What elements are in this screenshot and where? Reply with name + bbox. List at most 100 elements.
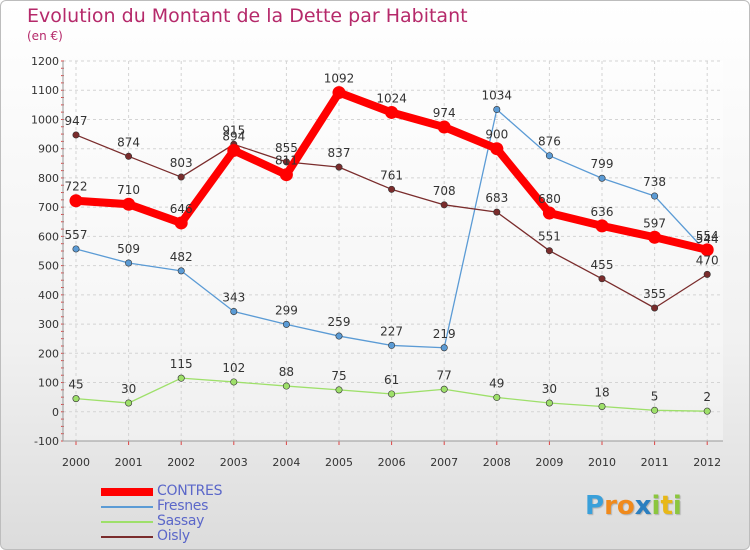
data-point-fresnes (335, 332, 343, 340)
data-label-sassay: 88 (279, 365, 294, 379)
data-label-sassay: 75 (331, 369, 346, 383)
data-label-oisly: 455 (591, 258, 614, 272)
data-label-fresnes: 557 (65, 228, 88, 242)
data-point-oisly (598, 275, 606, 283)
logo-letter: i (672, 491, 682, 521)
data-label-fresnes: 1034 (482, 89, 513, 103)
data-point-oisly (177, 173, 185, 181)
data-point-contres (69, 194, 83, 208)
data-label-contres: 680 (538, 192, 561, 206)
y-tick-label: 0 (52, 406, 59, 419)
data-point-oisly (440, 201, 448, 209)
data-label-fresnes: 509 (117, 242, 140, 256)
data-label-contres: 646 (170, 202, 193, 216)
data-label-oisly: 837 (328, 146, 351, 160)
data-point-contres (595, 219, 609, 233)
y-tick-label: 700 (38, 201, 59, 214)
data-label-contres: 710 (117, 183, 140, 197)
data-point-oisly (388, 185, 396, 193)
data-point-sassay (388, 390, 396, 398)
y-tick-label: 900 (38, 143, 59, 156)
data-point-contres (385, 105, 399, 119)
data-point-contres (437, 120, 451, 134)
data-point-sassay (703, 407, 711, 415)
data-label-contres: 636 (591, 205, 614, 219)
data-point-oisly (651, 304, 659, 312)
data-label-sassay: 18 (594, 386, 609, 400)
y-tick-label: 1200 (31, 55, 59, 68)
x-tick-label: 2000 (62, 456, 90, 469)
data-label-sassay: 61 (384, 373, 399, 387)
plot-area (63, 61, 723, 441)
data-label-oisly: 855 (275, 141, 298, 155)
data-point-contres (122, 197, 136, 211)
data-point-oisly (282, 158, 290, 166)
y-tick-label: 200 (38, 347, 59, 360)
data-point-oisly (493, 208, 501, 216)
data-point-contres (227, 143, 241, 157)
data-point-sassay (545, 399, 553, 407)
data-point-contres (700, 243, 714, 257)
legend-label: Sassay (157, 513, 205, 529)
data-label-sassay: 115 (170, 357, 193, 371)
series-layer (69, 86, 714, 415)
data-label-contres: 1024 (376, 91, 407, 105)
legend-swatch (101, 488, 153, 496)
y-tick-label: 300 (38, 318, 59, 331)
data-label-contres: 1092 (324, 72, 355, 86)
data-point-sassay (440, 385, 448, 393)
y-tick-label: 800 (38, 172, 59, 185)
data-label-contres: 722 (65, 180, 88, 194)
logo-letter: r (604, 491, 617, 521)
y-tick-label: 1000 (31, 113, 59, 126)
data-point-sassay (125, 399, 133, 407)
data-point-sassay (335, 386, 343, 394)
legend-label: Oisly (157, 528, 190, 544)
data-point-contres (332, 86, 346, 100)
data-label-fresnes: 876 (538, 135, 561, 149)
data-label-fresnes: 799 (591, 157, 614, 171)
data-label-oisly: 683 (485, 191, 508, 205)
data-point-oisly (125, 152, 133, 160)
proxiti-logo: Proxiti (585, 491, 682, 521)
axes: -100 0 100 200 300 400 500 600 700 800 900 1000 1100… (31, 55, 723, 469)
data-point-fresnes (651, 192, 659, 200)
chart-title: Evolution du Montant de la Dette par Hab… (27, 5, 468, 27)
data-label-fresnes: 259 (328, 315, 351, 329)
data-point-fresnes (177, 267, 185, 275)
data-point-contres (648, 230, 662, 244)
data-label-contres: 900 (485, 128, 508, 142)
data-point-sassay (493, 393, 501, 401)
data-point-contres (542, 206, 556, 220)
x-tick-label: 2010 (588, 456, 616, 469)
data-label-sassay: 49 (489, 376, 504, 390)
y-tick-label: 100 (38, 377, 59, 390)
legend-label: CONTRES (157, 483, 223, 499)
data-label-sassay: 30 (121, 382, 136, 396)
x-tick-label: 2011 (641, 456, 669, 469)
data-label-oisly: 874 (117, 135, 140, 149)
chart-subtitle: (en €) (27, 29, 63, 43)
logo-letter: P (585, 491, 605, 521)
data-point-oisly (703, 270, 711, 278)
data-point-sassay (177, 374, 185, 382)
data-label-oisly: 470 (696, 253, 719, 267)
x-tick-label: 2005 (325, 456, 353, 469)
x-tick-label: 2009 (535, 456, 563, 469)
y-tick-label: 400 (38, 289, 59, 302)
y-tick-label: -100 (34, 435, 59, 448)
data-label-oisly: 915 (222, 123, 245, 137)
data-label-sassay: 102 (222, 361, 245, 375)
data-point-oisly (72, 131, 80, 139)
data-point-oisly (335, 163, 343, 171)
data-label-oisly: 355 (643, 287, 666, 301)
data-point-contres (490, 142, 504, 156)
data-label-sassay: 30 (542, 382, 557, 396)
x-tick-label: 2003 (220, 456, 248, 469)
data-point-fresnes (598, 174, 606, 182)
logo-letter: t (660, 491, 673, 521)
data-point-sassay (282, 382, 290, 390)
data-label-contres: 894 (222, 129, 245, 143)
